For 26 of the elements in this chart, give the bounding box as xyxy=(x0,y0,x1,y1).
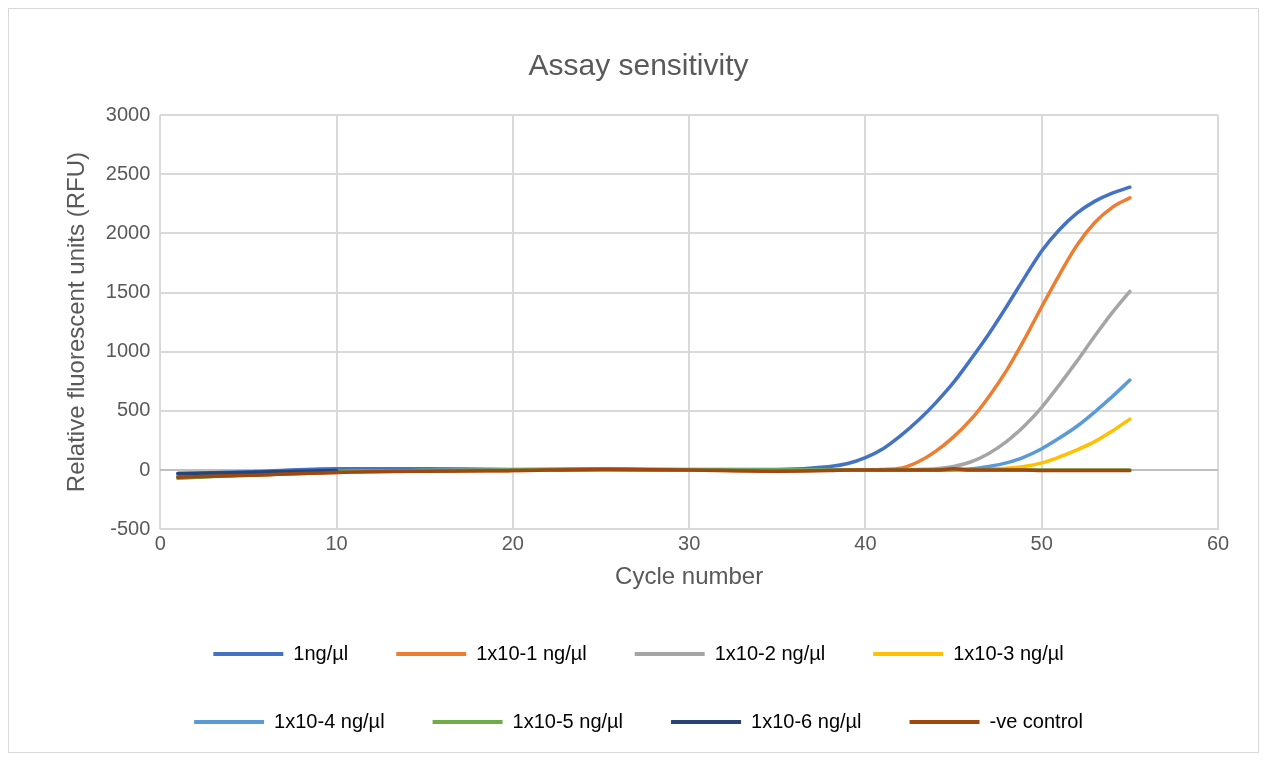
y-tick-label: 500 xyxy=(116,398,151,421)
y-tick-label: 3000 xyxy=(105,102,151,125)
x-tick-label: 50 xyxy=(1030,531,1053,554)
x-tick-label: 60 xyxy=(1206,531,1230,554)
x-tick-label: 0 xyxy=(154,531,166,554)
legend-label: 1x10-1 ng/µl xyxy=(476,641,587,664)
y-tick-label: 2000 xyxy=(105,220,151,243)
legend-label: 1x10-6 ng/µl xyxy=(751,709,862,732)
legend-label: 1x10-5 ng/µl xyxy=(512,709,624,732)
x-tick-label: 20 xyxy=(501,531,524,554)
y-tick-label: 1500 xyxy=(105,280,151,303)
legend-label: -ve control xyxy=(989,709,1083,732)
x-tick-label: 30 xyxy=(678,531,701,554)
legend-label: 1x10-4 ng/µl xyxy=(274,709,385,732)
x-tick-label: 10 xyxy=(325,531,348,554)
x-axis-title: Cycle number xyxy=(615,562,764,590)
y-axis-title: Relative fluorescent units (RFU) xyxy=(62,152,90,493)
y-tick-label: 0 xyxy=(139,457,151,480)
y-tick-label: 1000 xyxy=(105,339,151,362)
legend-label: 1x10-2 ng/µl xyxy=(714,641,826,664)
x-tick-label: 40 xyxy=(854,531,877,554)
chart-title: Assay sensitivity xyxy=(528,48,749,82)
legend-label: 1ng/µl xyxy=(293,641,349,664)
legend-label: 1x10-3 ng/µl xyxy=(953,641,1064,664)
y-tick-label: -500 xyxy=(110,516,151,539)
y-tick-label: 2500 xyxy=(105,161,151,184)
